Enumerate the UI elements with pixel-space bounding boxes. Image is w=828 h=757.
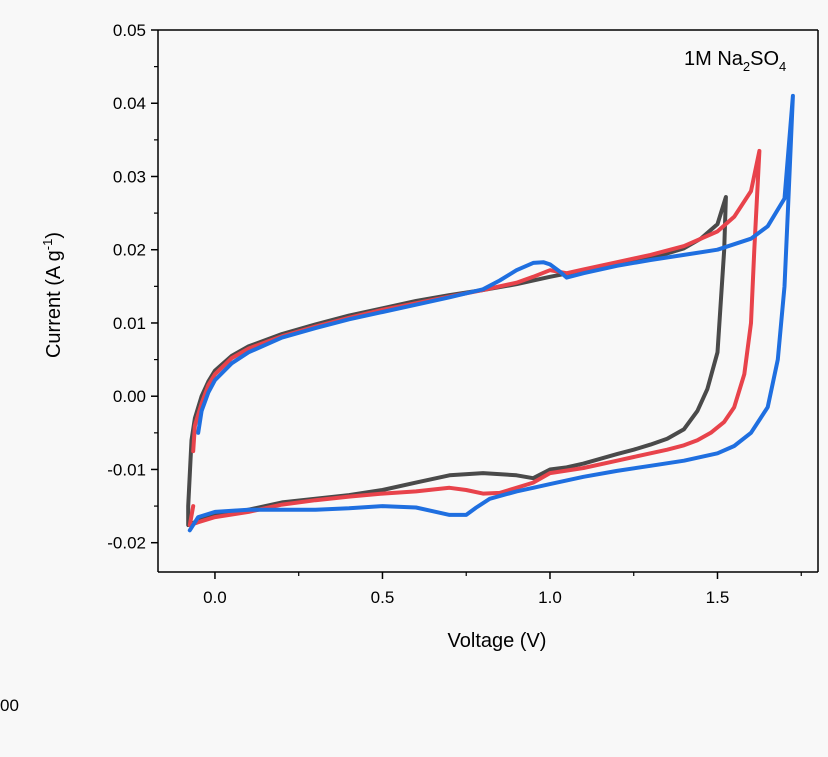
y-tick-label: 0.05: [113, 21, 146, 40]
y-axis-title: Current (A g-1): [40, 232, 65, 358]
x-tick-label: 1.5: [706, 588, 730, 607]
electrolyte-annotation: 1M Na2SO4: [684, 48, 786, 74]
series-line-1: [186, 195, 728, 528]
annot-mid: SO: [750, 48, 779, 70]
y-tick-label: 0.00: [113, 387, 146, 406]
x-tick-label: 0.0: [203, 588, 227, 607]
y-tick-label: 0.01: [113, 314, 146, 333]
y-axis-title-tail: ): [43, 232, 65, 239]
tick-labels: -0.02 -0.01 0.00 0.01 0.02 0.03 0.04 0.05 0.0 0.5…: [107, 21, 729, 607]
y-tick-label: -0.01: [107, 460, 146, 479]
x-tick-label: 1.0: [538, 588, 562, 607]
axes-frame: [157, 29, 819, 573]
y-axis-title-sup: -1: [40, 239, 55, 251]
series-line-2: [187, 148, 762, 528]
y-tick-label: 0.03: [113, 167, 146, 186]
annot-sub2: 4: [779, 59, 786, 74]
annot-prefix: 1M Na: [684, 48, 744, 70]
y-axis-title-main: Current (A g: [43, 250, 65, 358]
series-line-3: [187, 93, 795, 533]
y-tick-label: -0.02: [107, 534, 146, 553]
y-tick-label: 0.04: [113, 94, 146, 113]
x-axis-title: Voltage (V): [448, 630, 547, 652]
stray-text: 00: [0, 696, 19, 715]
axis-ticks: [151, 29, 802, 579]
annot-sub1: 2: [743, 59, 750, 74]
x-tick-label: 0.5: [371, 588, 395, 607]
y-tick-label: 0.02: [113, 241, 146, 260]
series-layer: [186, 93, 795, 533]
